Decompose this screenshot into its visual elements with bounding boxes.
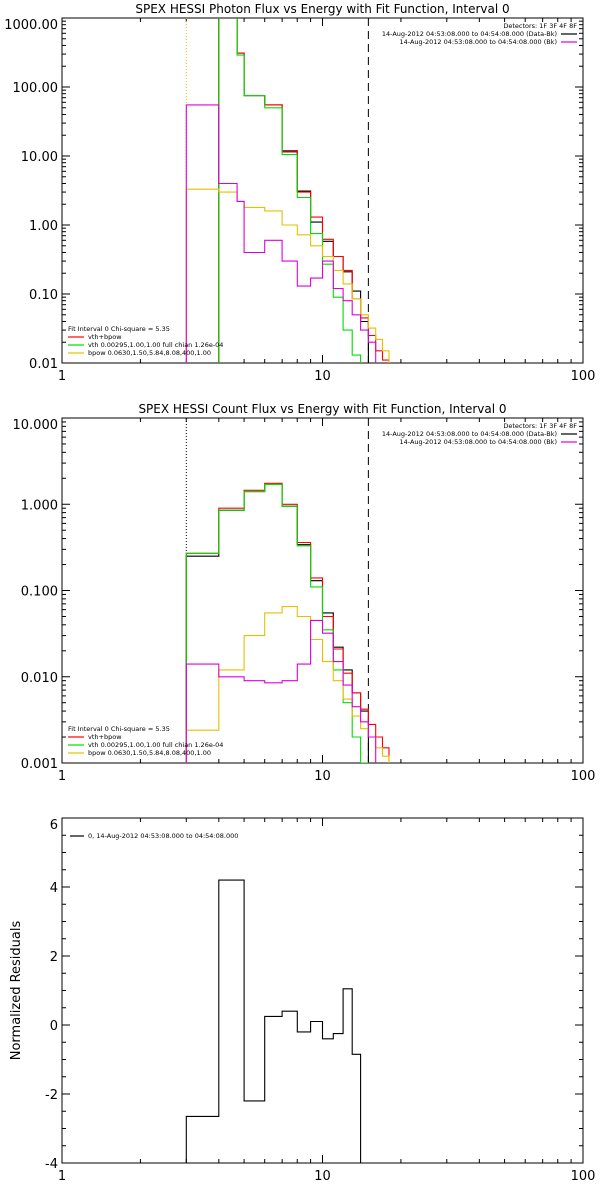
x-tick-label: 1	[58, 369, 66, 384]
y-tick-label: 0	[50, 1019, 58, 1034]
y-tick-label: 0.100	[21, 585, 58, 600]
legend-entry-label: 14-Aug-2012 04:53:08.000 to 04:54:08.000…	[400, 438, 557, 446]
y-axis-label: Normalized Residuals	[9, 921, 24, 1061]
residuals-panel: 1 10 100 -4 -2 0 2 4 6 Normalized Residuals 0, 14-…	[9, 817, 596, 1184]
legend-entry-label: 14-Aug-2012 04:53:08.000 to 04:54:08.000…	[400, 38, 557, 46]
fit-legend-entry-label: vth+bpow	[88, 733, 122, 741]
y-tick-label: 0.010	[21, 671, 58, 686]
chart-title: SPEX HESSI Count Flux vs Energy with Fit…	[138, 402, 506, 416]
count-flux-panel: SPEX HESSI Count Flux vs Energy with Fit…	[13, 402, 596, 784]
y-tick-label: 10.00	[21, 150, 58, 165]
plot-area	[185, 879, 362, 1163]
plot-frame	[61, 817, 584, 1164]
y-tick-label: 0.001	[21, 757, 58, 772]
y-tick-label: -2	[45, 1088, 58, 1103]
x-tick-label: 100	[571, 369, 596, 384]
y-tick-label: 0.10	[29, 288, 58, 303]
y-tick-label: 10.000	[13, 418, 59, 433]
x-tick-label: 10	[314, 369, 331, 384]
x-tick-label: 10	[314, 769, 331, 784]
y-tick-label: 100.00	[13, 81, 59, 96]
legend-header: Detectors: 1F 3F 4F 8F	[503, 22, 577, 30]
series-line	[185, 482, 390, 763]
legend-header: Detectors: 1F 3F 4F 8F	[503, 422, 577, 430]
y-tick-label: 4	[50, 881, 58, 896]
fit-legend-entry-label: vth+bpow	[88, 333, 122, 341]
fit-legend-header: Fit Interval 0 Chi-square = 5.35	[68, 725, 170, 733]
y-tick-label: 1.000	[21, 498, 58, 513]
series-line	[185, 879, 362, 1163]
y-tick-label: 6	[50, 818, 58, 833]
fit-legend-entry-label: vth 0.00295,1.00,1.00 full chian 1.26e-0…	[88, 741, 223, 749]
y-tick-label: 0.01	[29, 357, 58, 372]
fit-legend-entry-label: vth 0.00295,1.00,1.00 full chian 1.26e-0…	[88, 341, 223, 349]
series-line	[185, 483, 369, 763]
series-line	[218, 18, 369, 363]
x-tick-label: 10	[314, 1169, 331, 1184]
series-line	[185, 619, 377, 763]
y-tick-label: 2	[50, 950, 58, 965]
legend-entry-label: 0, 14-Aug-2012 04:53:08.000 to 04:54:08.…	[88, 832, 238, 840]
series-line	[185, 104, 377, 363]
chart-title: SPEX HESSI Photon Flux vs Energy with Fi…	[135, 2, 509, 16]
y-tick-label: 1000.00	[4, 18, 58, 33]
y-tick-label: 1.00	[29, 219, 58, 234]
fit-legend-header: Fit Interval 0 Chi-square = 5.35	[68, 325, 170, 333]
x-tick-label: 1	[58, 769, 66, 784]
plot-area	[185, 18, 390, 363]
photon-flux-panel: SPEX HESSI Photon Flux vs Energy with Fi…	[4, 2, 595, 384]
series-line	[218, 18, 362, 363]
fit-legend-entry-label: bpow 0.0630,1.50,5.84,8.08,400,1.00	[88, 749, 211, 757]
legend-entry-label: 14-Aug-2012 04:53:08.000 to 04:54:08.000…	[382, 430, 557, 438]
x-tick-label: 100	[571, 1169, 596, 1184]
fit-legend-entry-label: bpow 0.0630,1.50,5.84,8.08,400,1.00	[88, 349, 211, 357]
x-tick-label: 100	[571, 769, 596, 784]
plot-frame	[61, 17, 584, 364]
y-tick-label: -4	[45, 1157, 58, 1172]
plot-area	[185, 418, 390, 763]
series-line	[185, 483, 369, 763]
legend-entry-label: 14-Aug-2012 04:53:08.000 to 04:54:08.000…	[382, 30, 557, 38]
x-tick-label: 1	[58, 1169, 66, 1184]
